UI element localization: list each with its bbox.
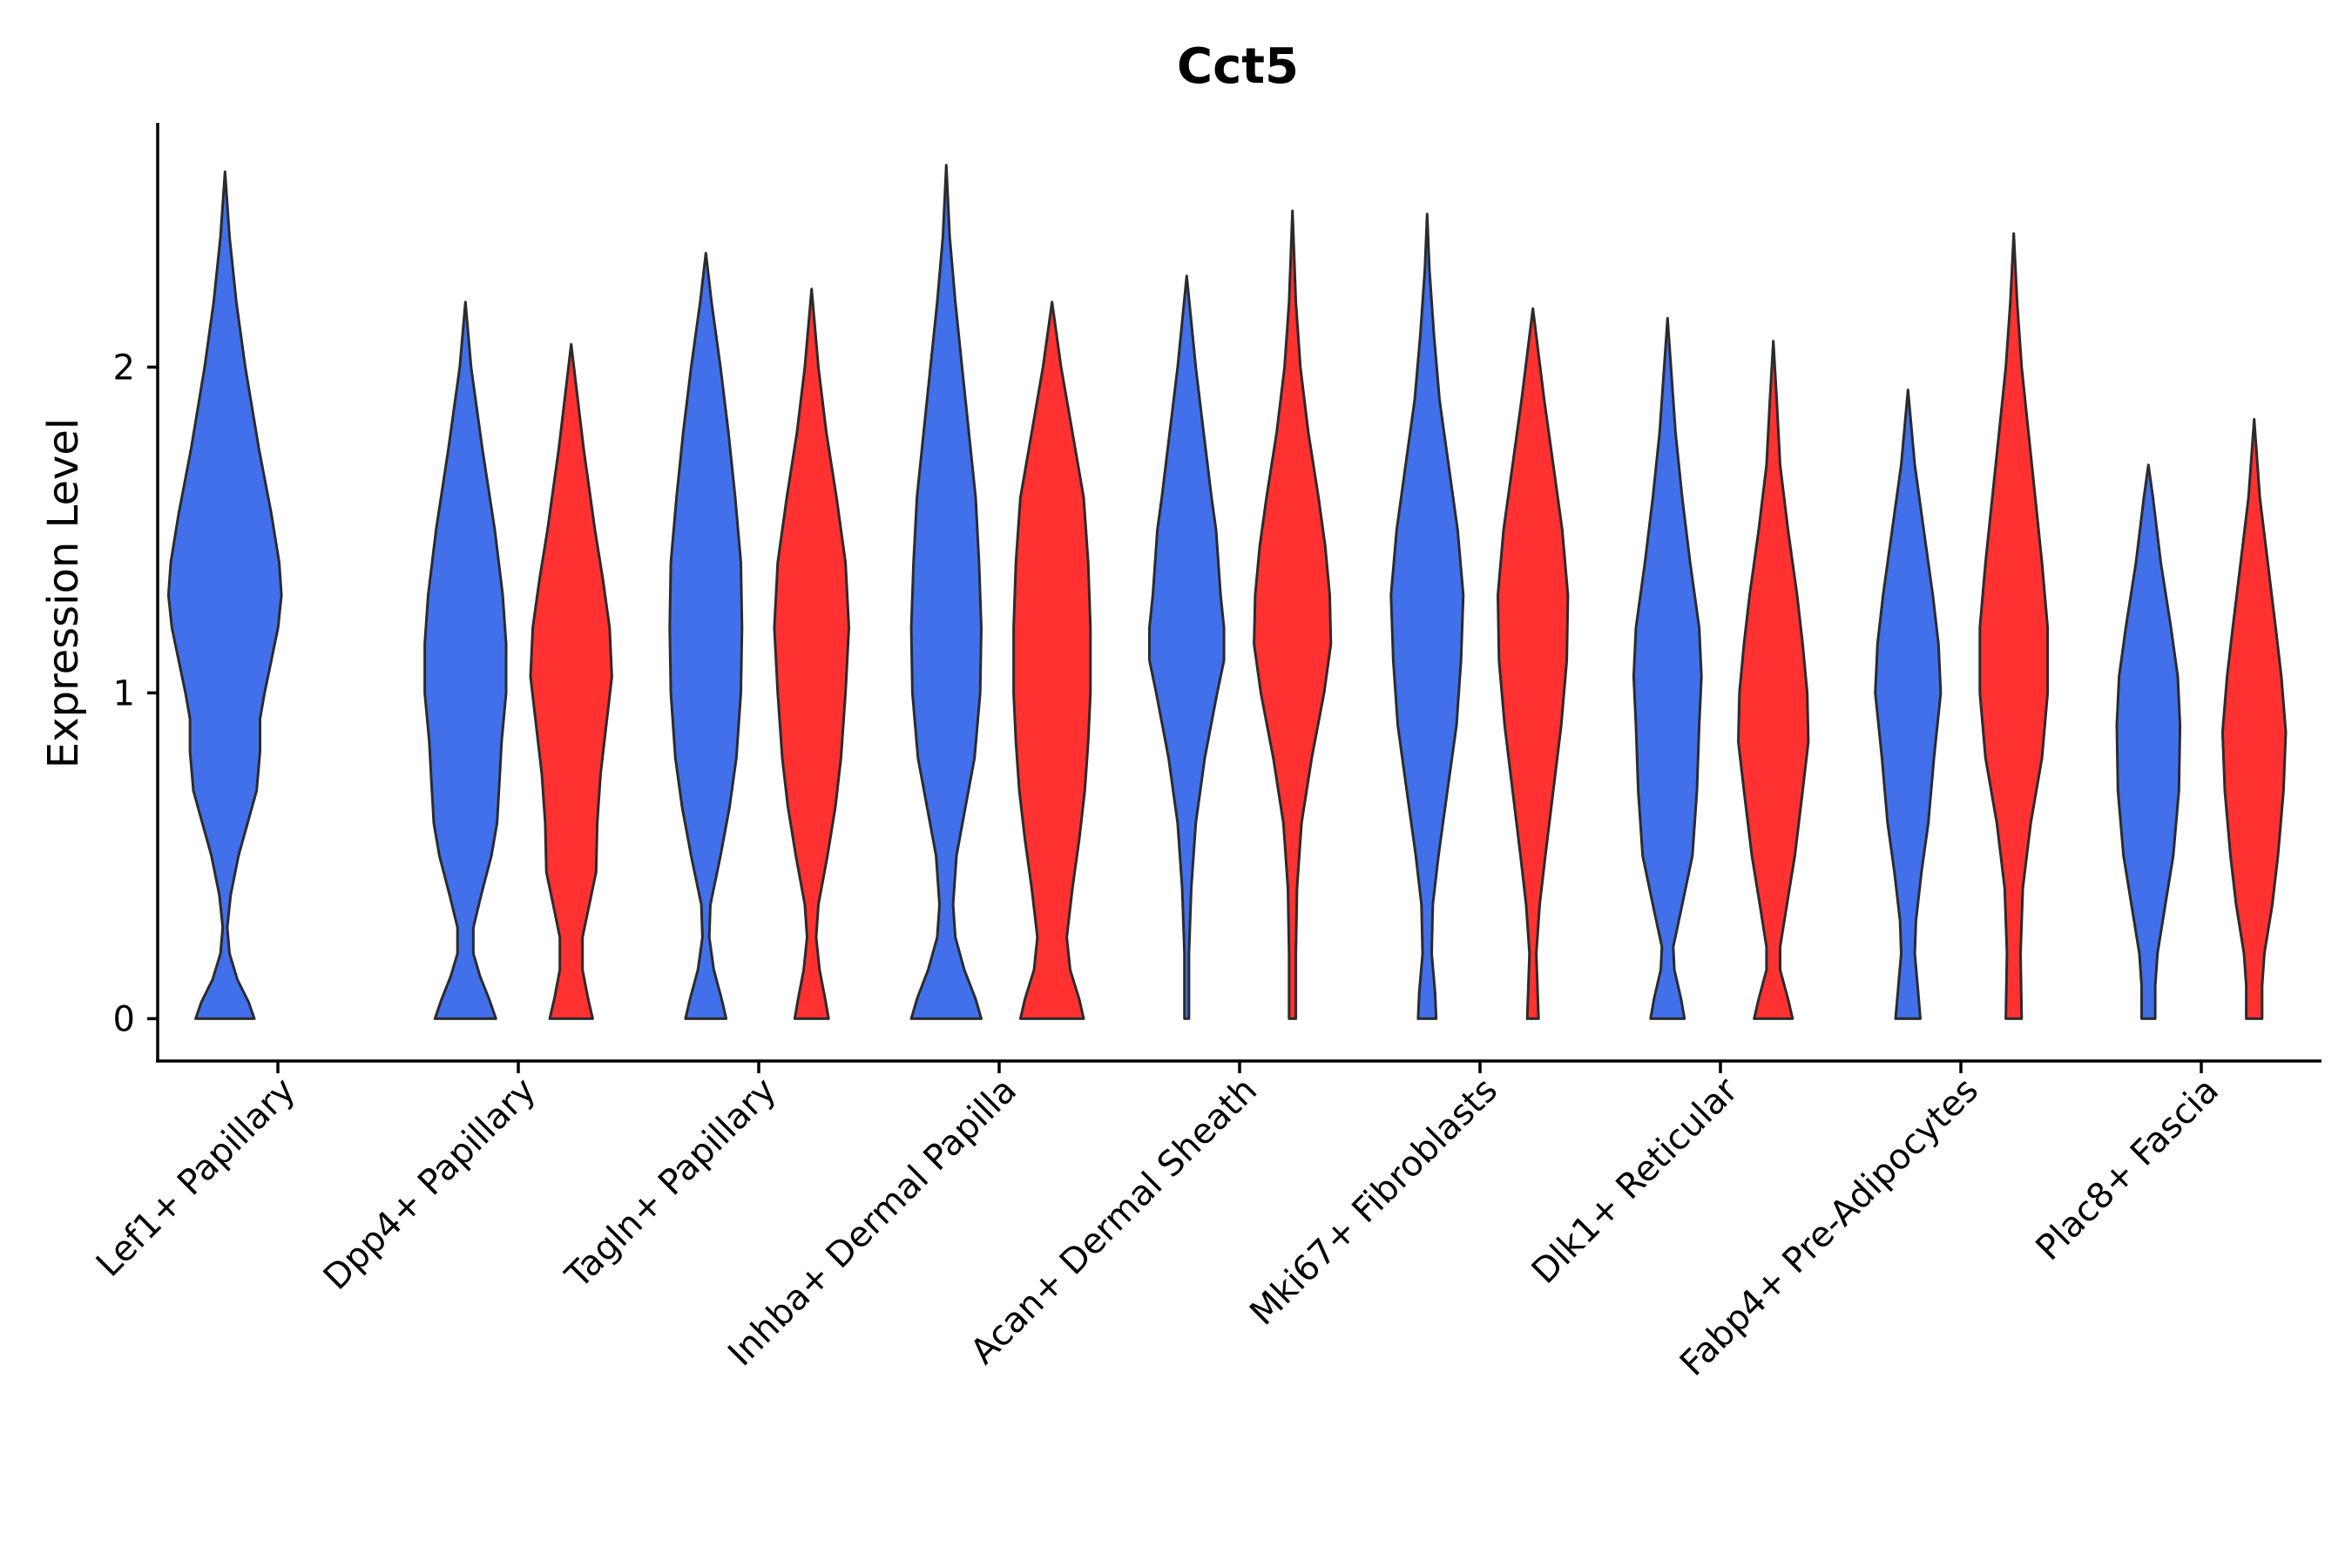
y-ticks: 0 1 2 xyxy=(113,348,158,1039)
x-tick-label-dpp4-papillary: Dpp4+ Papillary xyxy=(316,1071,544,1298)
x-tick-label-acan-dermal-sheath: Acan+ Dermal Sheath xyxy=(963,1071,1266,1373)
y-axis-label: Expression Level xyxy=(39,418,88,769)
violin-fabp4-pre-adipocytes-red xyxy=(1978,232,2050,1020)
x-tick-label-lef1-papillary: Lef1+ Papillary xyxy=(89,1071,303,1285)
violin-plac8-fascia-blue xyxy=(2115,463,2182,1020)
violin-mki67-fibroblasts-red xyxy=(1497,307,1570,1020)
violin-dpp4-papillary-red xyxy=(529,342,613,1020)
x-tick-label-dlk1-reticular: Dlk1+ Reticular xyxy=(1524,1070,1747,1292)
x-ticks: Lef1+ Papillary Dpp4+ Papillary Tagln+ Pap… xyxy=(89,1061,2227,1384)
y-tick-label: 2 xyxy=(113,348,135,388)
violin-mki67-fibroblasts-blue xyxy=(1389,213,1465,1020)
violin-acan-dermal-sheath-blue xyxy=(1148,274,1226,1020)
violin-plac8-fascia-red xyxy=(2220,417,2288,1020)
violin-dlk1-reticular-blue xyxy=(1632,316,1703,1020)
violin-fabp4-pre-adipocytes-blue xyxy=(1874,389,1943,1020)
violin-inhba-dermal-papilla-red xyxy=(1012,301,1092,1020)
chart-title: Cct5 xyxy=(1177,38,1299,95)
violin-inhba-dermal-papilla-blue xyxy=(909,164,983,1020)
violin-dlk1-reticular-red xyxy=(1737,340,1810,1020)
x-tick-label-tagln-papillary: Tagln+ Papillary xyxy=(558,1071,784,1297)
violin-acan-dermal-sheath-red xyxy=(1253,209,1333,1020)
violin-tagln-papillary-blue xyxy=(668,252,744,1020)
violin-dpp4-papillary-blue xyxy=(423,301,508,1020)
x-tick-label-mki67-fibroblasts: Mki67+ Fibroblasts xyxy=(1242,1071,1505,1334)
x-tick-label-plac8-fascia: Plac8+ Fascia xyxy=(2029,1071,2227,1269)
violin-lef1-papillary-blue xyxy=(166,170,283,1020)
violin-tagln-papillary-red xyxy=(773,287,850,1020)
y-tick-label: 1 xyxy=(113,673,135,713)
y-tick-label: 0 xyxy=(113,999,135,1039)
violins-layer xyxy=(166,164,2288,1020)
